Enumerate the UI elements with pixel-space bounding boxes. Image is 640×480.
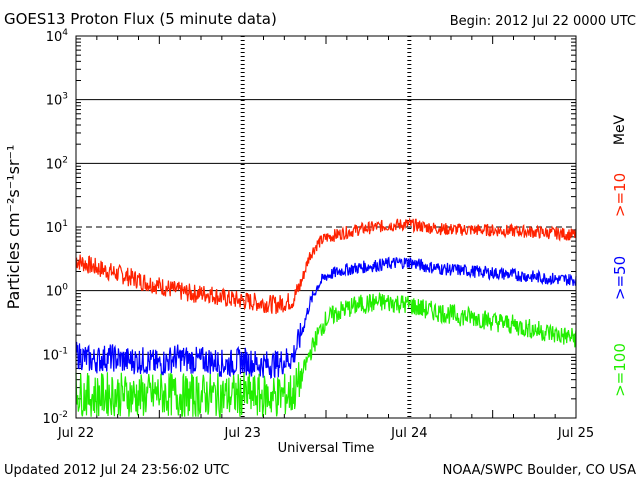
series-layer xyxy=(75,217,577,418)
plot-grid xyxy=(76,36,576,418)
y-tick-label: 101 xyxy=(46,219,68,236)
y-tick-label: 100 xyxy=(46,283,69,300)
x-tick-label: Jul 22 xyxy=(57,426,94,441)
series-line-ge100 xyxy=(75,291,577,418)
legend-item-ge10: >=10 xyxy=(611,173,629,217)
x-tick-label: Jul 25 xyxy=(557,426,594,441)
updated-timestamp: Updated 2012 Jul 24 23:56:02 UTC xyxy=(4,463,229,478)
legend-item-ge50: >=50 xyxy=(611,256,629,300)
series-line-ge50 xyxy=(75,256,577,380)
legend: >=10 >=50 >=100 MeV xyxy=(611,114,629,396)
x-tick-label: Jul 24 xyxy=(390,426,427,441)
series-line-ge10 xyxy=(75,217,577,315)
legend-item-ge100: >=100 xyxy=(611,343,629,397)
y-axis-label: Particles cm⁻²s⁻¹sr⁻¹ xyxy=(4,145,23,310)
y-tick-label: 104 xyxy=(46,28,69,45)
credit-text: NOAA/SWPC Boulder, CO USA xyxy=(443,463,636,478)
y-tick-label: 103 xyxy=(46,92,68,109)
chart-title: GOES13 Proton Flux (5 minute data) xyxy=(4,10,277,28)
y-tick-label: 10-1 xyxy=(42,346,68,363)
x-axis-label: Universal Time xyxy=(278,441,375,456)
axis-labels: 10-2 10-1 100 101 102 103 104 Jul 22 Jul 23 Jul 2… xyxy=(42,28,594,441)
begin-date: Begin: 2012 Jul 22 0000 UTC xyxy=(450,14,636,29)
y-tick-label: 102 xyxy=(46,155,68,172)
plot-frame xyxy=(75,35,577,419)
legend-unit: MeV xyxy=(612,114,628,145)
x-tick-label: Jul 23 xyxy=(223,426,260,441)
y-tick-label: 10-2 xyxy=(42,410,68,427)
